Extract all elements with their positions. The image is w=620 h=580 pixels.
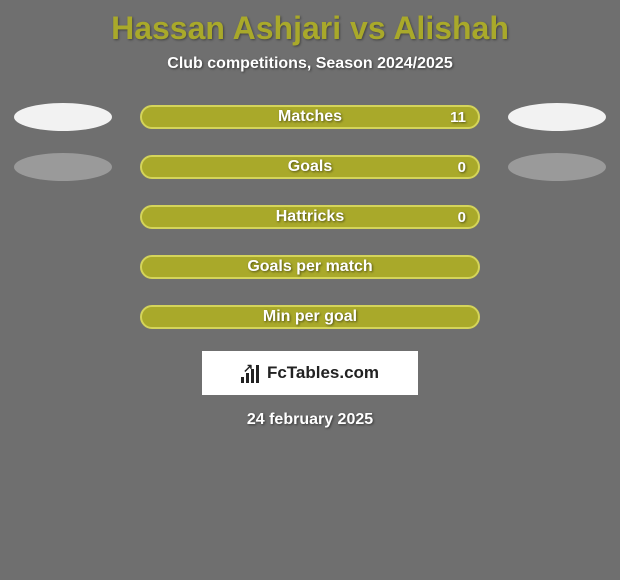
stat-row: Hattricks 0 [0, 203, 620, 231]
footer-date: 24 february 2025 [0, 411, 620, 429]
stat-bar: Goals 0 [140, 155, 480, 179]
stat-label: Min per goal [263, 308, 357, 326]
left-ellipse [14, 103, 112, 131]
stat-bar: Min per goal [140, 305, 480, 329]
stat-label: Goals per match [247, 258, 372, 276]
stat-row: Matches 11 [0, 103, 620, 131]
stat-label: Matches [278, 108, 342, 126]
stat-bar: Goals per match [140, 255, 480, 279]
stat-label: Goals [288, 158, 332, 176]
left-ellipse-empty [14, 203, 112, 231]
right-ellipse-empty [508, 303, 606, 331]
stat-value: 0 [458, 159, 466, 176]
stat-bar: Matches 11 [140, 105, 480, 129]
page-title: Hassan Ashjari vs Alishah [0, 0, 620, 55]
stat-rows: Matches 11 Goals 0 Hattricks 0 Goals per match… [0, 103, 620, 331]
logo-bars-icon: ↗ [241, 363, 263, 383]
chart-container: Hassan Ashjari vs Alishah Club competiti… [0, 0, 620, 580]
stat-row: Min per goal [0, 303, 620, 331]
stat-label: Hattricks [276, 208, 344, 226]
stat-value: 11 [450, 109, 466, 126]
right-ellipse [508, 153, 606, 181]
left-ellipse [14, 153, 112, 181]
right-ellipse-empty [508, 203, 606, 231]
left-ellipse-empty [14, 303, 112, 331]
subtitle: Club competitions, Season 2024/2025 [0, 55, 620, 73]
right-ellipse-empty [508, 253, 606, 281]
stat-value: 0 [458, 209, 466, 226]
logo-text: FcTables.com [267, 363, 379, 383]
left-ellipse-empty [14, 253, 112, 281]
stat-row: Goals 0 [0, 153, 620, 181]
stat-row: Goals per match [0, 253, 620, 281]
logo-badge: ↗ FcTables.com [202, 351, 418, 395]
stat-bar: Hattricks 0 [140, 205, 480, 229]
right-ellipse [508, 103, 606, 131]
